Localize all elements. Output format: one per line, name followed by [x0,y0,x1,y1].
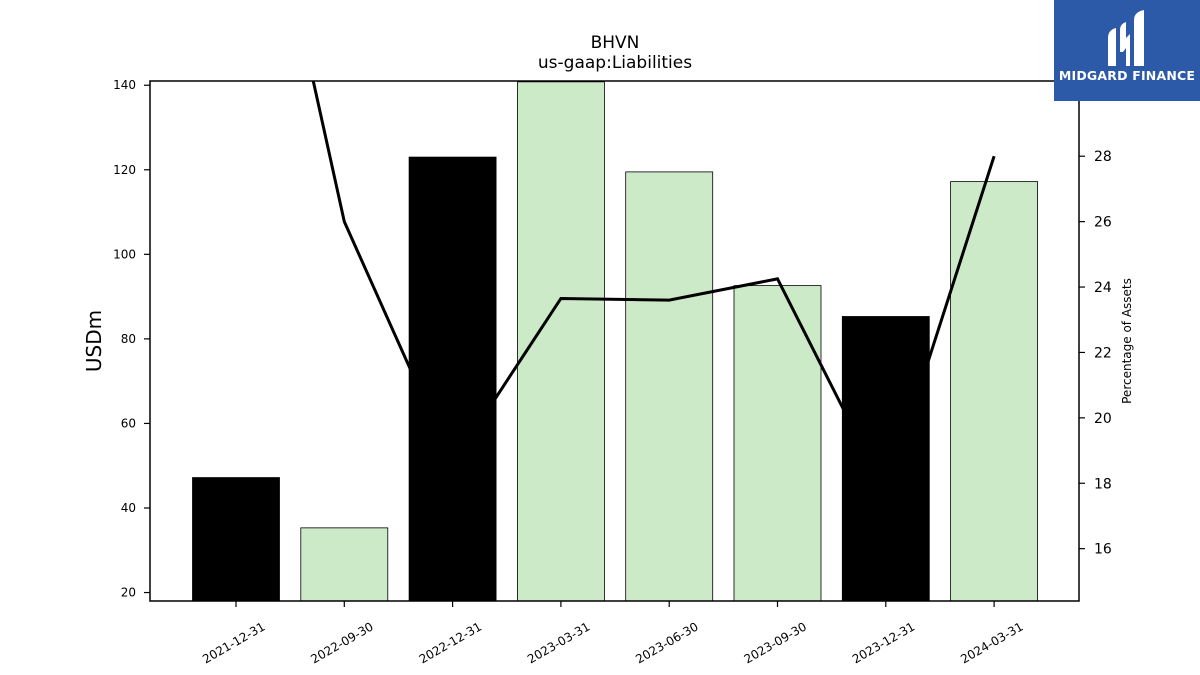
y-axis-left: 20 40 60 80 100 120 140 [113,78,150,600]
y2-tick-label: 24 [1094,280,1112,296]
y-tick-label: 140 [113,78,136,92]
y2-tick-label: 28 [1094,149,1112,165]
bar-2023-06-30 [625,171,714,602]
y2-tick-label: 26 [1094,215,1112,231]
y-axis-right: 16 18 20 22 24 26 28 [1079,149,1112,558]
chart-subtitle: us-gaap:Liabilities [538,53,692,73]
y-tick-label: 20 [121,586,136,600]
bar-2022-09-30 [300,527,389,602]
brand-name: MIDGARD FINANCE [1058,68,1196,83]
plot-frame [149,80,1080,602]
y-tick-label: 80 [121,332,136,346]
x-tick-label: 2023-06-30 [633,619,700,666]
bar-2023-12-31 [841,316,930,602]
line-series-percentage-of-assets [311,81,996,498]
logo-mark-icon [1108,10,1144,66]
y-tick-label: 100 [113,247,136,261]
bar-2021-12-31 [192,477,280,602]
bar-2023-03-31 [517,81,605,602]
chart-title: BHVN [591,33,640,53]
y-tick-label: 120 [113,163,136,177]
bar-group [192,81,1038,602]
y-tick-label: 60 [121,416,136,430]
bar-2022-12-31 [408,156,497,602]
x-tick-label: 2023-09-30 [742,619,809,666]
bar-2023-09-30 [733,285,822,602]
x-tick-label: 2023-03-31 [525,619,592,666]
brand-logo: MIDGARD FINANCE [1054,0,1200,101]
x-tick-label: 2023-12-31 [850,619,917,666]
y2-tick-label: 16 [1094,542,1112,558]
y2-tick-label: 20 [1094,411,1112,427]
bar-2024-03-31 [950,181,1038,602]
x-tick-label: 2022-09-30 [308,619,375,666]
x-axis: 2021-12-31 2022-09-30 2022-12-31 2023-03-31… [200,601,1026,666]
y2-tick-label: 22 [1094,345,1112,361]
x-tick-label: 2024-03-31 [958,619,1025,666]
x-tick-label: 2022-12-31 [417,619,484,666]
x-tick-label: 2021-12-31 [200,619,267,666]
y-axis-label: USDm [82,310,106,372]
y-tick-label: 40 [121,501,136,515]
line-layer [311,81,996,498]
y2-axis-label: Percentage of Assets [1120,278,1134,404]
y2-tick-label: 18 [1094,476,1112,492]
